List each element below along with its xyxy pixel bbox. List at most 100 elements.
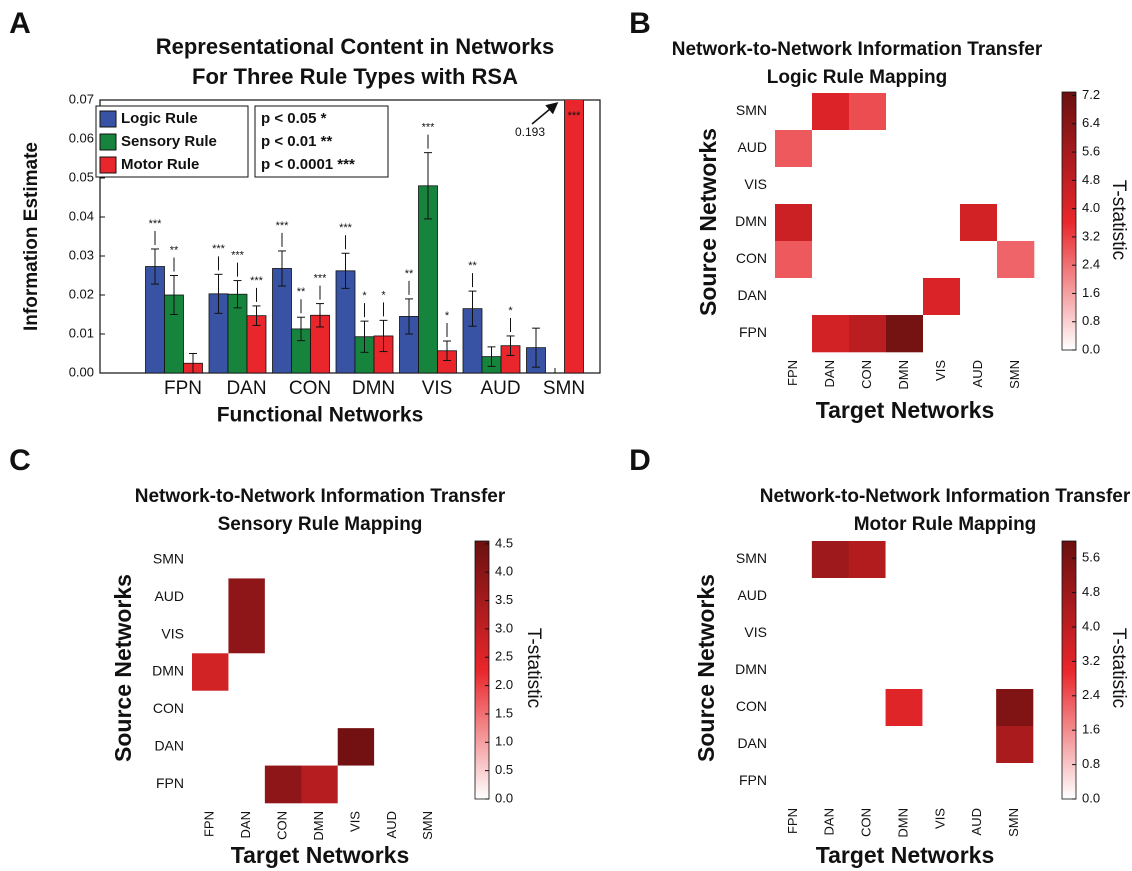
y-tick-label: 0.04 [69, 208, 94, 223]
heatmap-cell [192, 578, 229, 617]
legend-label: Motor Rule [121, 156, 199, 173]
heatmap-cell [410, 615, 448, 654]
heatmap-cell [811, 763, 850, 801]
x-tick-label: VIS [422, 378, 453, 399]
colorbar-tick-label: 0.0 [1082, 341, 1100, 356]
heatmap-cell [997, 93, 1035, 131]
row-label: DMN [735, 213, 767, 229]
row-label: DAN [154, 738, 184, 754]
heatmap-cell [337, 690, 375, 729]
heatmap-cell [923, 278, 961, 316]
bar [564, 100, 584, 373]
column-label: SMN [1007, 360, 1022, 389]
column-label: AUD [970, 360, 985, 387]
heatmap-cell [811, 615, 850, 653]
colorbar-tick-label: 0.8 [1082, 756, 1100, 771]
heatmap-cell [775, 615, 813, 653]
colorbar-tick-label: 1.5 [495, 705, 513, 720]
significance-label: *** [212, 243, 226, 255]
significance-label: ** [468, 260, 477, 272]
heatmap-cell [301, 765, 339, 804]
column-label: VIS [933, 360, 948, 381]
colorbar-tick-label: 4.8 [1082, 172, 1100, 187]
heatmap-cell [264, 765, 302, 804]
row-label: VIS [744, 624, 767, 640]
row-label: DAN [737, 287, 767, 303]
heatmap-cell [960, 315, 998, 353]
colorbar-label: T-statistic [1108, 628, 1129, 708]
colorbar-tick-label: 2.5 [495, 649, 513, 664]
heatmap-cell [996, 578, 1034, 616]
heatmap-cell [885, 726, 923, 764]
heatmap-cell [374, 690, 411, 729]
heatmap-cell [337, 765, 375, 804]
x-axis-label: Functional Networks [217, 404, 424, 427]
colorbar-tick-label: 3.2 [1082, 228, 1100, 243]
heatmap-cell [922, 578, 960, 616]
legend-swatch [99, 133, 117, 151]
heatmap-cell [812, 93, 850, 131]
heatmap-cell [228, 765, 266, 804]
heatmap-cell [775, 578, 813, 616]
column-label: FPN [785, 808, 800, 834]
heatmap-cell [997, 241, 1035, 279]
heatmap-cell [996, 689, 1034, 727]
heatmap-cell [848, 689, 886, 727]
column-label: DAN [822, 360, 837, 387]
column-label: VIS [347, 811, 362, 832]
significance-label: ** [405, 268, 414, 280]
colorbar [1061, 91, 1077, 351]
y-tick-label: 0.07 [69, 91, 94, 106]
p-value-box [254, 105, 389, 178]
heatmap-cell [301, 653, 339, 692]
heatmap-cell [848, 726, 886, 764]
row-label: AUD [154, 588, 184, 604]
heatmap-cell [959, 541, 997, 579]
heatmap-cell [886, 130, 924, 168]
heatmap-cell [959, 763, 997, 801]
heatmap-cell [264, 728, 302, 766]
significance-label: *** [250, 275, 264, 287]
heatmap-cell [228, 653, 266, 692]
heatmap-cell [997, 130, 1035, 168]
heatmap-cell [775, 241, 813, 279]
heatmap-cell [922, 615, 960, 653]
heatmap-cell [848, 615, 886, 653]
row-label: CON [153, 700, 184, 716]
heatmap-cell [997, 278, 1035, 316]
heatmap-cell [885, 652, 923, 690]
heatmap-cell [997, 167, 1035, 205]
colorbar-tick-label: 4.5 [495, 535, 513, 550]
p-value-label: p < 0.01 ** [261, 133, 332, 150]
heatmap-cell [960, 278, 998, 316]
heatmap-cell [849, 204, 887, 242]
panel-label: C [9, 444, 31, 477]
heatmap-cell [192, 615, 229, 654]
panel-label: A [9, 7, 31, 40]
heatmap-cell [775, 652, 813, 690]
heatmap-cell [959, 689, 997, 727]
chart-title: Network-to-Network Information Transfer [760, 486, 1131, 507]
column-label: AUD [384, 811, 399, 838]
column-label: DAN [822, 808, 837, 835]
heatmap-cell [997, 204, 1035, 242]
heatmap-cell [337, 541, 375, 579]
heatmap-cell [960, 204, 998, 242]
colorbar-tick-label: 3.0 [495, 620, 513, 635]
heatmap-cell [337, 615, 375, 654]
heatmap-cell [301, 690, 339, 729]
row-label: FPN [739, 772, 767, 788]
x-axis-label: Target Networks [231, 842, 410, 868]
panel-label: D [629, 444, 651, 477]
heatmap-cell [775, 763, 813, 801]
x-tick-label: FPN [164, 378, 202, 399]
heatmap-cell [192, 653, 229, 692]
heatmap-cell [959, 726, 997, 764]
x-tick-label: DMN [352, 378, 395, 399]
column-label: DMN [895, 808, 910, 838]
x-axis-label: Target Networks [816, 397, 995, 423]
heatmap-cell [848, 578, 886, 616]
colorbar-tick-label: 0.0 [495, 790, 513, 805]
heatmap-cell [886, 278, 924, 316]
significance-label: *** [568, 110, 582, 122]
